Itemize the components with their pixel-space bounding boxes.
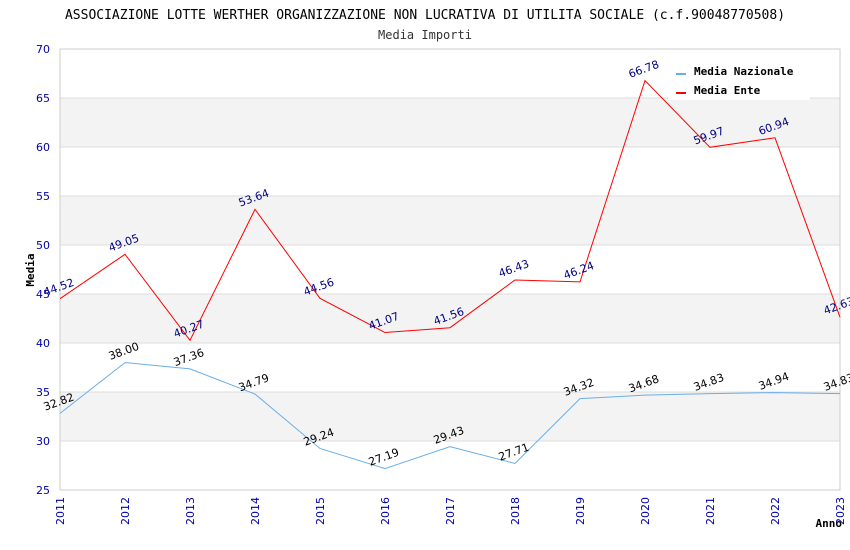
series-line-media-ente: [59, 79, 841, 342]
grid-band: [60, 343, 840, 392]
x-tick-label: 2012: [119, 497, 132, 525]
x-axis-ticks: 2011 2012 2013 2014 2015 2016 2017 2018 2019 2020…: [54, 497, 847, 525]
series-line-media-nazionale: [59, 362, 841, 470]
chart-title: ASSOCIAZIONE LOTTE WERTHER ORGANIZZAZION…: [65, 8, 785, 23]
grid-band: [60, 245, 840, 294]
y-tick-label: 45: [36, 288, 50, 301]
y-tick-label: 55: [36, 190, 50, 203]
x-tick-label: 2021: [704, 497, 717, 525]
x-tick-label: 2016: [379, 497, 392, 525]
chart-subtitle: Media Importi: [378, 28, 472, 42]
y-tick-label: 25: [36, 484, 50, 497]
grid-band: [60, 147, 840, 196]
grid-band: [60, 392, 840, 441]
x-tick-label: 2014: [249, 497, 262, 525]
y-tick-label: 40: [36, 337, 50, 350]
grid-bands: [60, 49, 840, 490]
x-tick-label: 2022: [769, 497, 782, 525]
y-tick-label: 50: [36, 239, 50, 252]
x-axis-label: Anno: [816, 517, 843, 530]
y-axis-ticks: 25 30 35 40 45 50 55 60 65 70: [36, 43, 50, 497]
legend-item-label: Media Nazionale: [694, 65, 794, 78]
legend-box: [668, 60, 810, 100]
y-tick-label: 30: [36, 435, 50, 448]
x-tick-label: 2018: [509, 497, 522, 525]
x-tick-label: 2023: [834, 497, 847, 525]
x-tick-label: 2017: [444, 497, 457, 525]
y-tick-label: 35: [36, 386, 50, 399]
grid-band: [60, 196, 840, 245]
y-tick-label: 65: [36, 92, 50, 105]
x-tick-label: 2013: [184, 497, 197, 525]
grid-band: [60, 294, 840, 343]
x-tick-label: 2011: [54, 497, 67, 525]
grid-band: [60, 98, 840, 147]
legend: Media Nazionale Media Ente: [668, 60, 810, 100]
x-tick-label: 2020: [639, 497, 652, 525]
series-lines: [59, 79, 841, 470]
y-axis-label: Media: [24, 253, 37, 286]
legend-item-label: Media Ente: [694, 84, 761, 97]
x-tick-label: 2019: [574, 497, 587, 525]
plot-area-border: [59, 48, 841, 491]
x-tick-label: 2015: [314, 497, 327, 525]
y-tick-label: 60: [36, 141, 50, 154]
grid-band: [60, 441, 840, 490]
y-tick-label: 70: [36, 43, 50, 56]
